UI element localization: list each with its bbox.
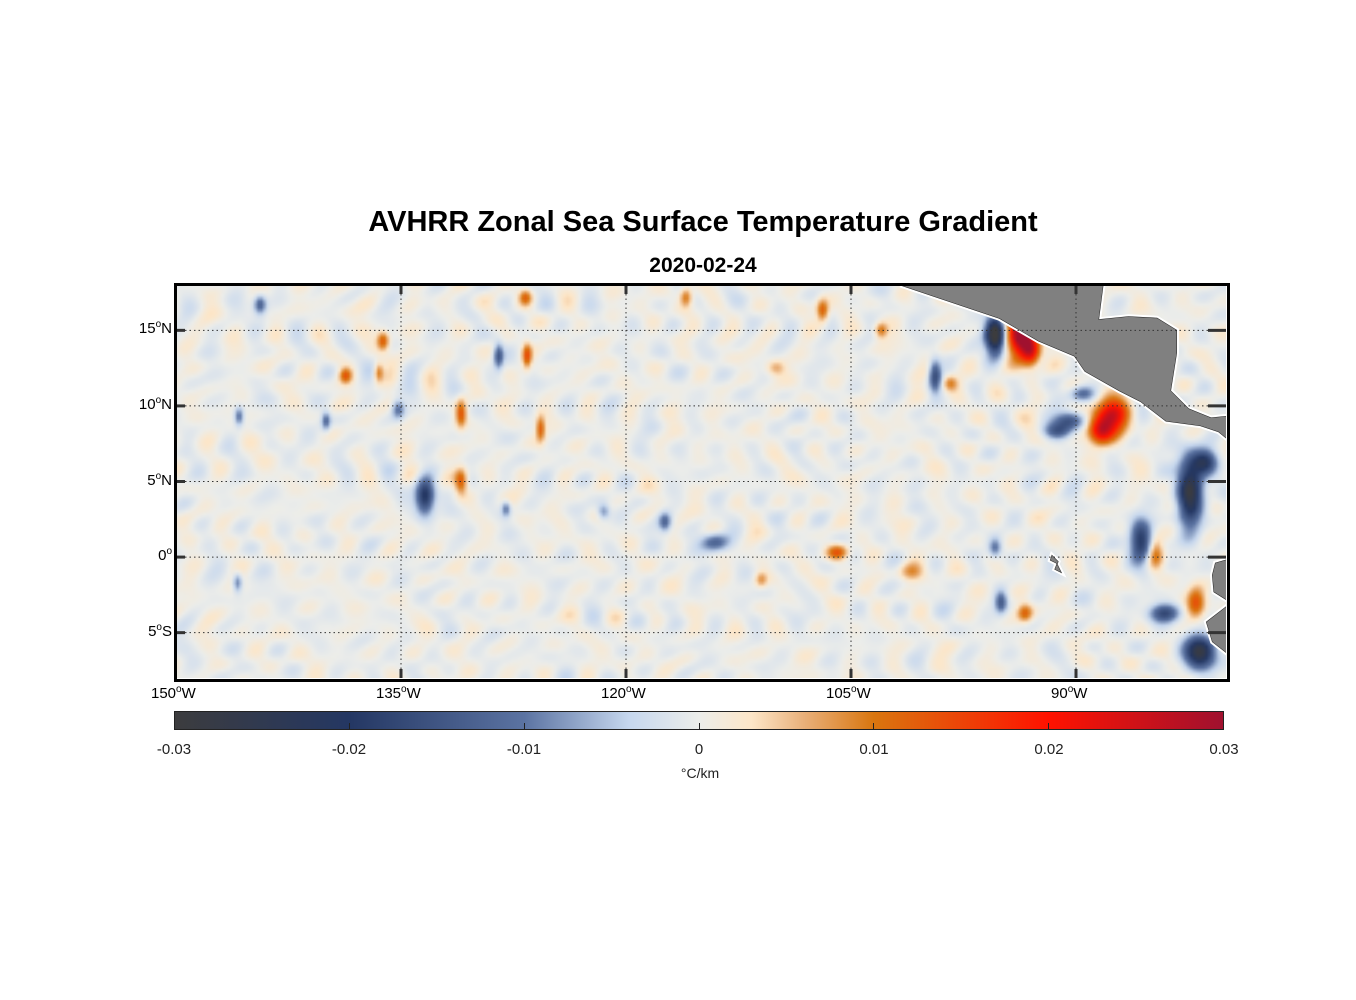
colorbar-tick-label: 0.03 xyxy=(1209,741,1239,758)
x-tick-label: 90oW xyxy=(1051,684,1088,702)
land-mass xyxy=(1211,559,1226,600)
colorbar-tick-mark xyxy=(1048,723,1050,729)
y-tick-label: 10oN xyxy=(138,394,172,413)
colorbar-tick-label: 0.02 xyxy=(1034,741,1064,758)
colorbar-tick-label: -0.01 xyxy=(506,741,542,758)
chart-title: AVHRR Zonal Sea Surface Temperature Grad… xyxy=(368,206,1038,238)
sst-gradient-map xyxy=(176,285,1226,678)
colorbar-tick-label: -0.03 xyxy=(156,741,192,758)
gradient-field xyxy=(176,285,1226,678)
colorbar-unit: °C/km xyxy=(680,765,720,781)
colorbar-tick-mark xyxy=(174,723,175,729)
land-mass xyxy=(900,285,1226,439)
x-tick-label: 105oW xyxy=(826,684,871,702)
colorbar xyxy=(174,711,1224,730)
colorbar-tick-mark xyxy=(698,723,700,729)
colorbar-tick-mark xyxy=(523,723,525,729)
x-tick-label: 150oW xyxy=(151,684,196,702)
colorbar-tick-mark xyxy=(873,723,875,729)
colorbar-tick-mark xyxy=(1223,723,1224,729)
land-mass xyxy=(1049,554,1063,574)
land-mass xyxy=(1205,606,1226,653)
colorbar-tick-label: -0.02 xyxy=(331,741,367,758)
x-tick-label: 120oW xyxy=(601,684,646,702)
chart-subtitle: 2020-02-24 xyxy=(649,254,757,277)
x-tick-label: 135oW xyxy=(376,684,421,702)
colorbar-tick-mark xyxy=(348,723,350,729)
y-tick-label: 0o xyxy=(158,546,172,565)
y-tick-label: 15oN xyxy=(138,319,172,338)
y-tick-label: 5oN xyxy=(147,470,172,489)
colorbar-tick-label: 0.01 xyxy=(859,741,889,758)
y-tick-label: 5oS xyxy=(148,621,172,640)
map-overlay xyxy=(176,285,1226,678)
colorbar-tick-label: 0 xyxy=(694,741,704,758)
